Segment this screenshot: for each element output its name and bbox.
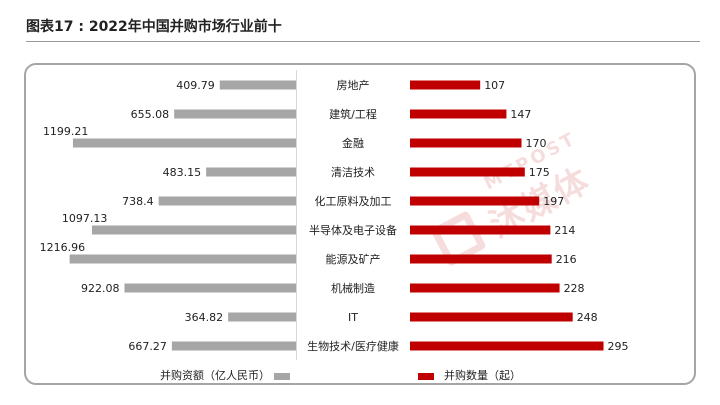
- category-label: 半导体及电子设备: [309, 223, 397, 237]
- amount-bar: [124, 283, 296, 293]
- count-bar: [410, 283, 560, 293]
- amount-value-label: 922.08: [81, 282, 120, 295]
- count-bar: [410, 80, 481, 90]
- category-label: 生物技术/医疗健康: [307, 339, 399, 353]
- count-value-label: 170: [526, 137, 547, 150]
- count-value-label: 214: [554, 224, 575, 237]
- count-value-label: 175: [529, 166, 550, 179]
- title-divider: [26, 41, 700, 42]
- count-bar: [410, 109, 507, 119]
- count-value-label: 197: [543, 195, 564, 208]
- count-bar: [410, 196, 540, 206]
- category-label: 能源及矿产: [326, 252, 381, 266]
- count-bar: [410, 138, 522, 148]
- amount-value-label: 655.08: [131, 108, 170, 121]
- amount-bar: [158, 196, 296, 206]
- amount-value-label: 1199.21: [43, 125, 89, 138]
- legend-amount-label: 并购资额（亿人民币）: [160, 369, 270, 382]
- amount-bar: [206, 167, 296, 177]
- count-value-label: 248: [577, 311, 598, 324]
- legend-count-swatch: [418, 372, 434, 380]
- amount-bar: [228, 312, 296, 322]
- count-bar: [410, 341, 604, 351]
- count-value-label: 147: [510, 108, 531, 121]
- amount-bar: [72, 138, 297, 148]
- count-bar: [410, 312, 573, 322]
- category-label: 清洁技术: [331, 166, 375, 179]
- legend-count-label: 并购数量（起）: [444, 369, 521, 382]
- amount-bar: [174, 109, 296, 119]
- amount-value-label: 483.15: [163, 166, 202, 179]
- category-label: 化工原料及加工: [315, 194, 392, 208]
- amount-value-label: 409.79: [176, 79, 215, 92]
- count-bar: [410, 225, 551, 235]
- amount-bar: [219, 80, 296, 90]
- category-label: 金融: [342, 136, 364, 150]
- amount-value-label: 667.27: [128, 340, 167, 353]
- amount-value-label: 1097.13: [62, 212, 108, 225]
- page-title: 图表17 : 2022年中国并购市场行业前十: [26, 19, 282, 35]
- count-value-label: 295: [608, 340, 629, 353]
- amount-value-label: 1216.96: [40, 241, 86, 254]
- chart-panel: [24, 63, 696, 385]
- center-divider: [296, 70, 297, 360]
- amount-bar: [69, 254, 296, 264]
- amount-bar: [91, 225, 296, 235]
- count-value-label: 216: [556, 253, 577, 266]
- amount-value-label: 364.82: [185, 311, 224, 324]
- amount-bar: [171, 341, 296, 351]
- count-bar: [410, 254, 552, 264]
- amount-value-label: 738.4: [122, 195, 154, 208]
- count-bar: [410, 167, 525, 177]
- legend-amount-swatch: [274, 372, 290, 380]
- legend-count: 并购数量（起）: [418, 367, 521, 383]
- category-label: 建筑/工程: [329, 107, 377, 121]
- category-label: IT: [348, 311, 358, 324]
- count-value-label: 107: [484, 79, 505, 92]
- category-label: 机械制造: [331, 281, 375, 295]
- legend-amount: 并购资额（亿人民币）: [160, 367, 290, 383]
- category-label: 房地产: [337, 78, 370, 92]
- count-value-label: 228: [564, 282, 585, 295]
